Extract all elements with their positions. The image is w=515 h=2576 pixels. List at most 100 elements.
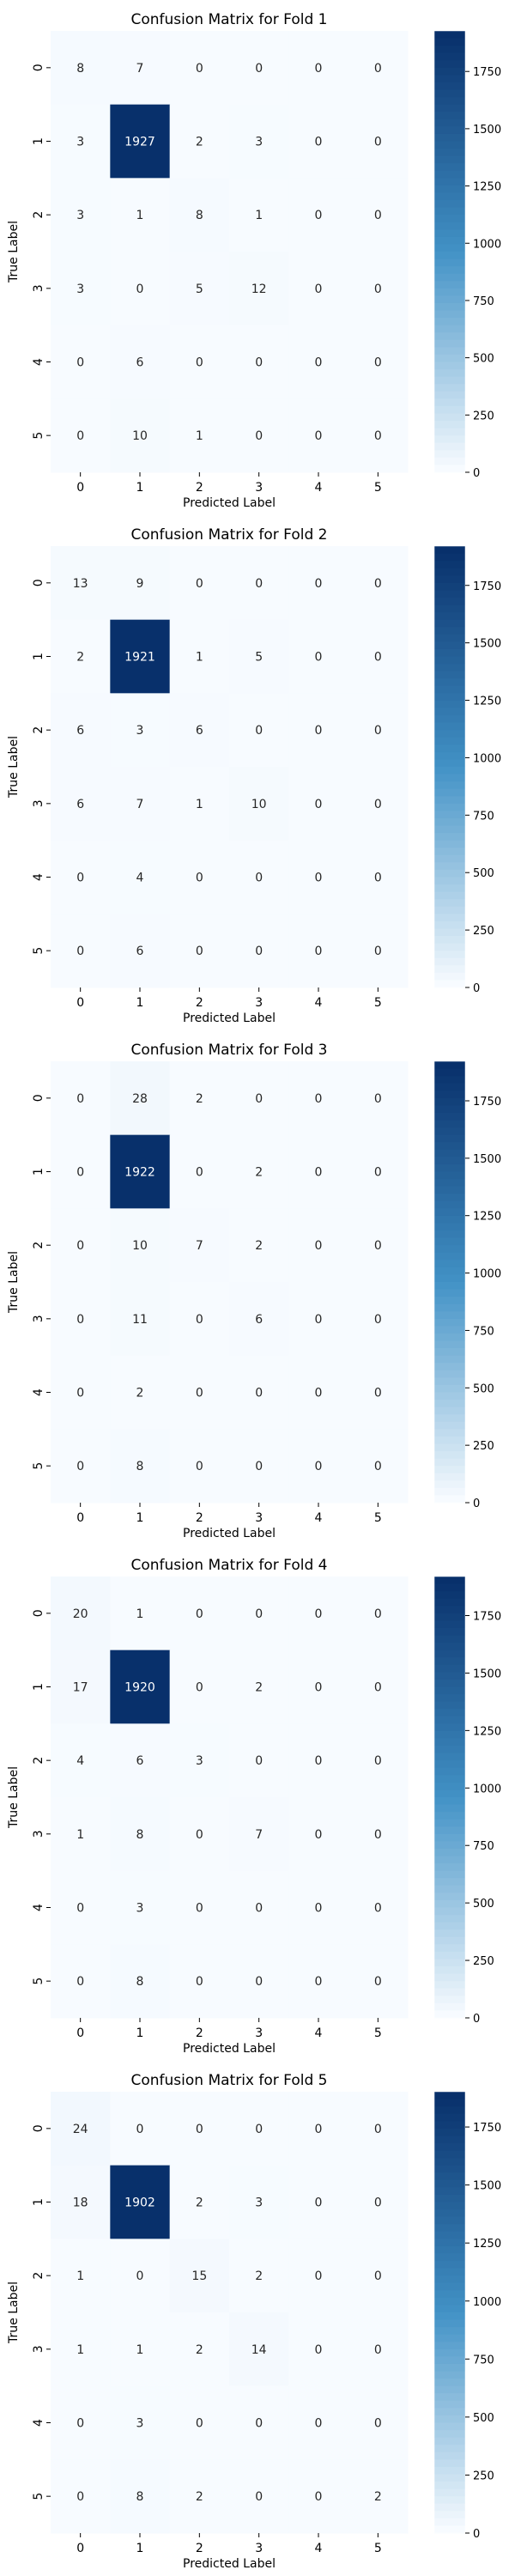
cell-value-label: 3: [76, 136, 84, 149]
colorbar-segment: [434, 141, 465, 149]
heatmap-cell: [229, 1134, 289, 1209]
cell-value-label: 0: [315, 798, 323, 811]
colorbar-segment: [434, 825, 465, 834]
colorbar-segment: [434, 1929, 465, 1938]
cell-value-label: 3: [196, 1754, 203, 1768]
colorbar-segment: [434, 1289, 465, 1297]
colorbar-segment: [434, 561, 465, 569]
cell-value-label: 0: [374, 2196, 382, 2210]
cell-value-label: 0: [196, 1828, 203, 1842]
cell-value-label: 0: [76, 1239, 84, 1253]
colorbar-segment: [434, 1988, 465, 1996]
colorbar-segment: [434, 2224, 465, 2233]
colorbar-segment: [434, 2268, 465, 2276]
colorbar-segment: [434, 2187, 465, 2196]
heatmap-cell: [169, 1429, 230, 1504]
cell-value-label: 0: [374, 209, 382, 222]
heatmap-cell: [229, 1723, 289, 1798]
colorbar-segment: [434, 2415, 465, 2424]
colorbar-segment: [434, 2128, 465, 2136]
cell-value-label: 2: [374, 2490, 382, 2504]
heatmap-cell: [288, 1355, 349, 1430]
cell-value-label: 3: [136, 1902, 144, 1916]
y-tick-label: 2: [32, 1242, 45, 1249]
chart-title: Confusion Matrix for Fold 2: [131, 526, 328, 544]
colorbar-tick-label: 0: [473, 2013, 480, 2026]
colorbar-tick-label: 0: [473, 982, 480, 995]
colorbar-segment: [434, 1171, 465, 1180]
y-tick-label: 4: [32, 358, 45, 366]
cell-value-label: 0: [315, 2196, 323, 2210]
heatmap-cell: [169, 840, 230, 914]
colorbar-segment: [434, 1487, 465, 1497]
colorbar-segment: [434, 1157, 465, 1165]
colorbar-segment: [434, 1326, 465, 1334]
colorbar-segment: [434, 2525, 465, 2534]
colorbar-segment: [434, 1606, 465, 1614]
colorbar-segment: [434, 891, 465, 900]
heatmap-cell: [51, 1577, 111, 1651]
colorbar-segment: [434, 384, 465, 392]
colorbar-segment: [434, 2158, 465, 2166]
colorbar-segment: [434, 1767, 465, 1776]
y-tick-label: 4: [32, 873, 45, 881]
heatmap-cell: [110, 1797, 171, 1872]
x-tick-label: 4: [315, 2026, 323, 2040]
colorbar-segment: [434, 273, 465, 282]
colorbar-segment: [434, 2466, 465, 2476]
y-axis-label: True Label: [7, 221, 21, 283]
colorbar-segment: [434, 1333, 465, 1342]
colorbar-segment: [434, 133, 465, 143]
colorbar-segment: [434, 811, 465, 819]
cell-value-label: 0: [315, 209, 323, 222]
heatmap-cell: [110, 1649, 171, 1724]
heatmap-cell: [348, 2312, 409, 2387]
colorbar-segment: [434, 2437, 465, 2445]
cell-value-label: 0: [315, 724, 323, 738]
cell-value-label: 0: [374, 1313, 382, 1327]
colorbar-segment: [434, 1237, 465, 1246]
colorbar-segment: [434, 2282, 465, 2291]
cell-value-label: 20: [73, 1607, 88, 1621]
colorbar-tick-label: 750: [473, 1325, 494, 1338]
colorbar-segment: [434, 1738, 465, 1747]
y-tick-label: 5: [32, 432, 45, 440]
colorbar-segment: [434, 1223, 465, 1231]
colorbar-segment: [434, 568, 465, 576]
cell-value-label: 0: [374, 62, 382, 76]
y-tick-label: 0: [32, 1609, 45, 1617]
heatmap-cell: [288, 1723, 349, 1798]
colorbar-segment: [434, 325, 465, 333]
cell-value-label: 0: [315, 1828, 323, 1842]
cell-value-label: 0: [255, 872, 263, 885]
cell-value-label: 0: [76, 1902, 84, 1916]
heatmap-cell: [288, 1870, 349, 1945]
heatmap-cell: [229, 1355, 289, 1430]
cell-value-label: 0: [315, 651, 323, 665]
colorbar-segment: [434, 2408, 465, 2416]
colorbar-segment: [434, 1657, 465, 1666]
cell-value-label: 9: [136, 577, 144, 591]
colorbar-segment: [434, 339, 465, 348]
heatmap-cell: [229, 1797, 289, 1872]
heatmap-cell: [229, 31, 289, 106]
heatmap-cell: [110, 546, 171, 621]
colorbar-segment: [434, 1694, 465, 1703]
cell-value-label: 0: [196, 2123, 203, 2136]
cell-value-label: 0: [315, 1387, 323, 1400]
cell-value-label: 0: [136, 2123, 144, 2136]
colorbar-segment: [434, 877, 465, 885]
colorbar-segment: [434, 281, 465, 289]
cell-value-label: 6: [76, 798, 84, 811]
cell-value-label: 17: [73, 1681, 88, 1695]
cell-value-label: 0: [255, 2490, 263, 2504]
colorbar-tick-label: 500: [473, 353, 494, 366]
heatmap-cell: [169, 31, 230, 106]
y-tick-label: 1: [32, 653, 45, 660]
y-tick-label: 4: [32, 1388, 45, 1396]
colorbar-segment: [434, 597, 465, 606]
heatmap-cell: [110, 325, 171, 399]
heatmap-cell: [288, 1577, 349, 1651]
colorbar-segment: [434, 2496, 465, 2505]
heatmap-cell: [229, 914, 289, 988]
